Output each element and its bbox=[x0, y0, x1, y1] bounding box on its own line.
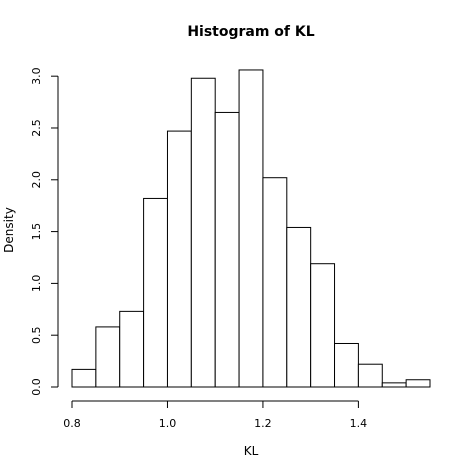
histogram-bar bbox=[190, 77, 216, 388]
histogram-bar bbox=[405, 379, 431, 388]
histogram-bar bbox=[214, 111, 240, 388]
y-tick-label: 0.5 bbox=[30, 326, 43, 344]
histogram-bar bbox=[166, 130, 192, 388]
y-tick-label: 0.0 bbox=[30, 378, 43, 396]
y-tick-label: 2.5 bbox=[30, 119, 43, 137]
histogram-bar bbox=[238, 69, 264, 388]
histogram-bar bbox=[95, 326, 121, 388]
histogram-bar bbox=[119, 310, 145, 388]
x-tick-label: 1.4 bbox=[350, 417, 368, 430]
y-tick-label: 1.5 bbox=[30, 223, 43, 241]
bars-group bbox=[71, 69, 431, 388]
x-tick-label: 1.0 bbox=[159, 417, 177, 430]
x-axis-label: KL bbox=[244, 444, 259, 458]
histogram-bar bbox=[310, 263, 336, 388]
x-axis: 0.8 1.0 1.2 1.4 bbox=[63, 400, 368, 430]
y-tick-label: 1.0 bbox=[30, 275, 43, 293]
histogram-bar bbox=[381, 382, 407, 388]
y-tick-label: 2.0 bbox=[30, 171, 43, 189]
histogram-bar bbox=[71, 368, 97, 388]
y-axis-label: Density bbox=[2, 207, 16, 253]
x-tick-label: 0.8 bbox=[63, 417, 81, 430]
chart-title: Histogram of KL bbox=[187, 24, 314, 40]
x-tick-label: 1.2 bbox=[254, 417, 272, 430]
histogram-bar bbox=[262, 177, 288, 388]
histogram-bar bbox=[357, 363, 383, 388]
y-tick-label: 3.0 bbox=[30, 67, 43, 85]
histogram-bar bbox=[143, 197, 168, 388]
y-axis: 0.0 0.5 1.0 1.5 2.0 2.5 3.0 bbox=[30, 67, 59, 396]
histogram-bar bbox=[286, 226, 312, 388]
histogram-bar bbox=[334, 342, 359, 388]
